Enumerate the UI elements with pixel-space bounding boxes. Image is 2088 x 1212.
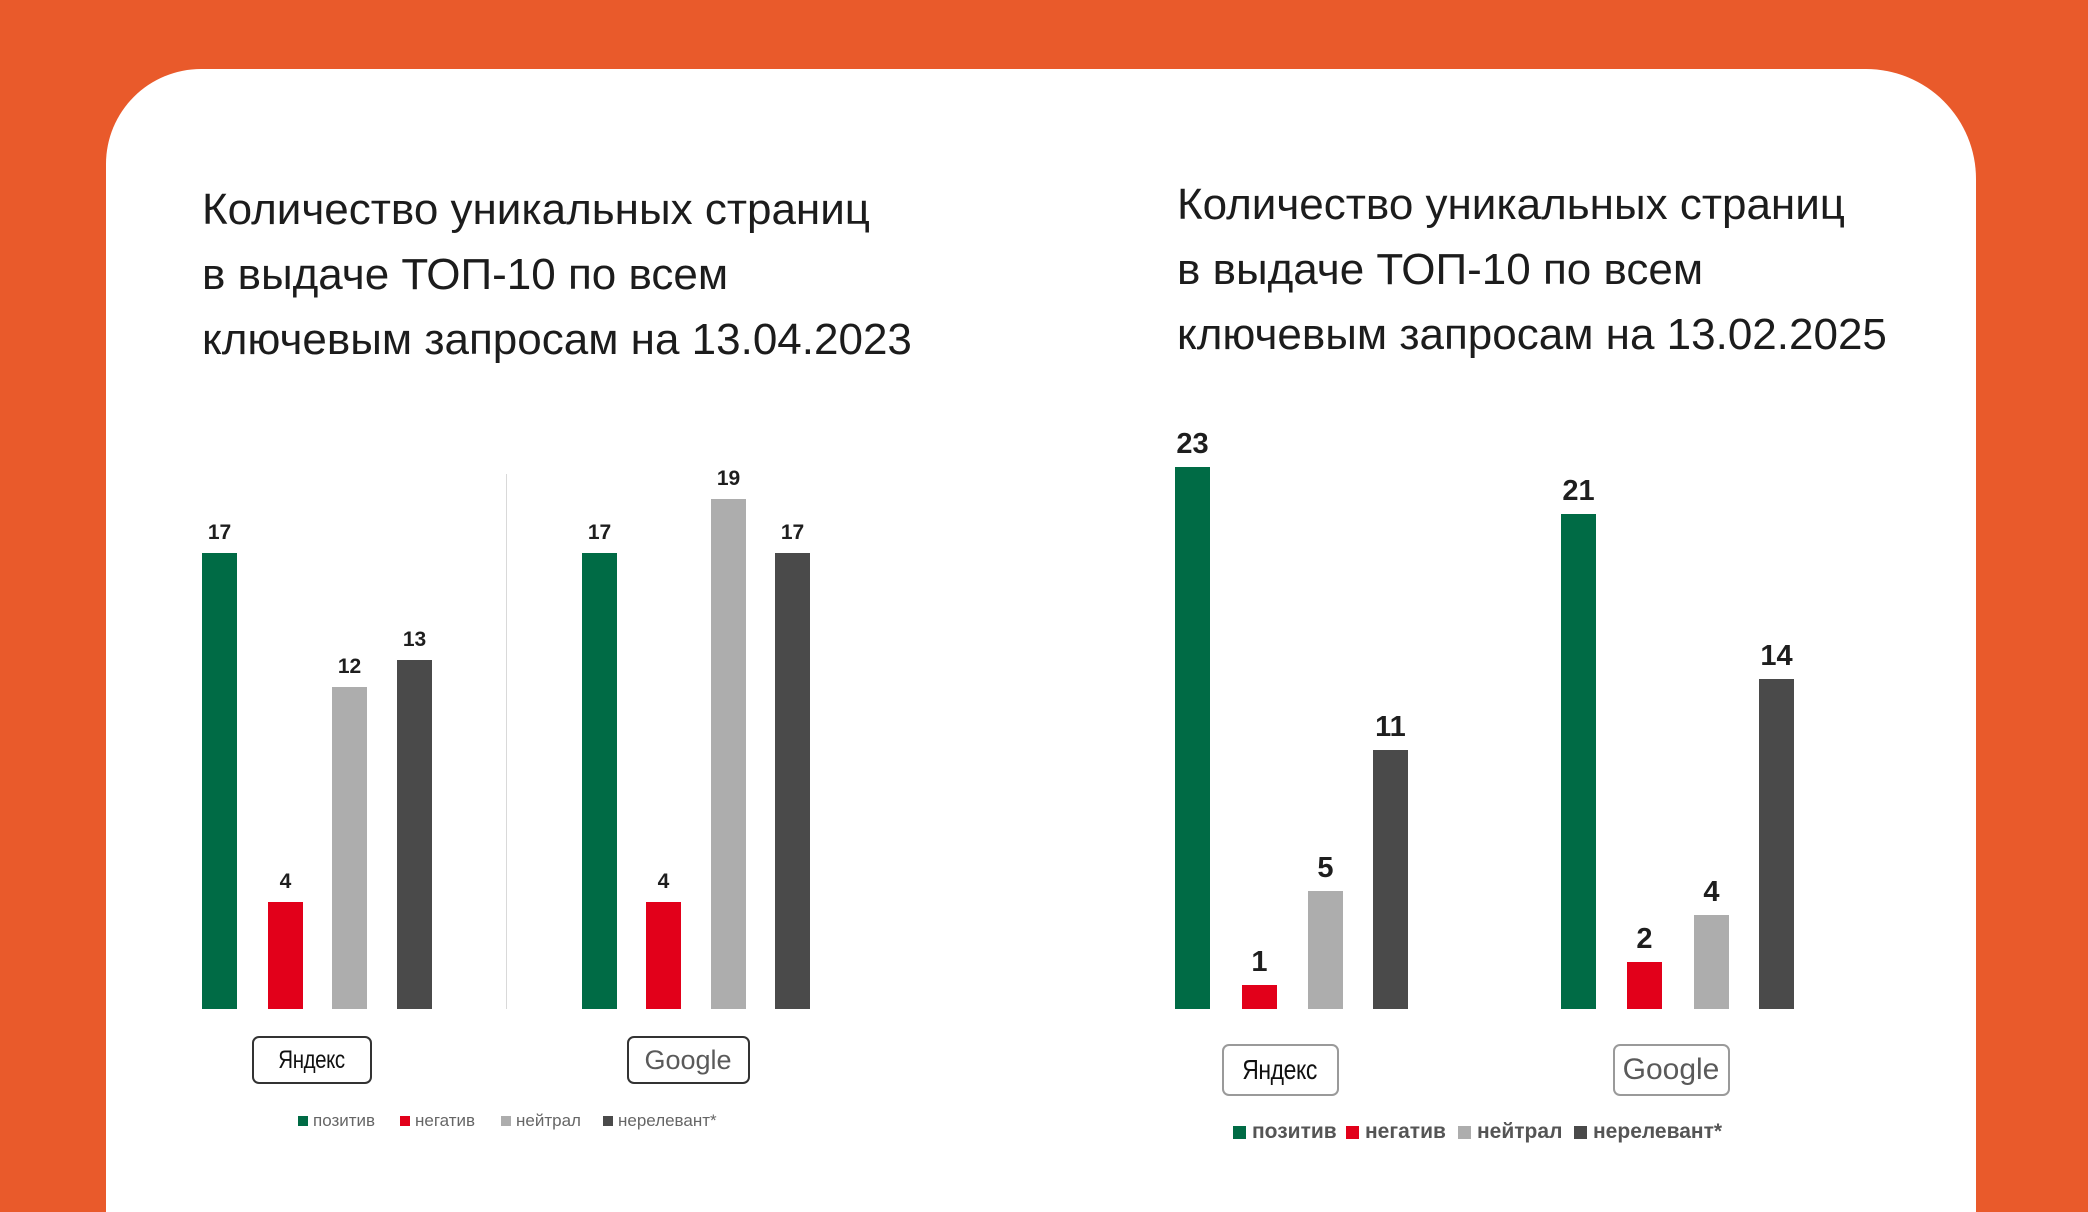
- content-card: [106, 69, 1976, 1212]
